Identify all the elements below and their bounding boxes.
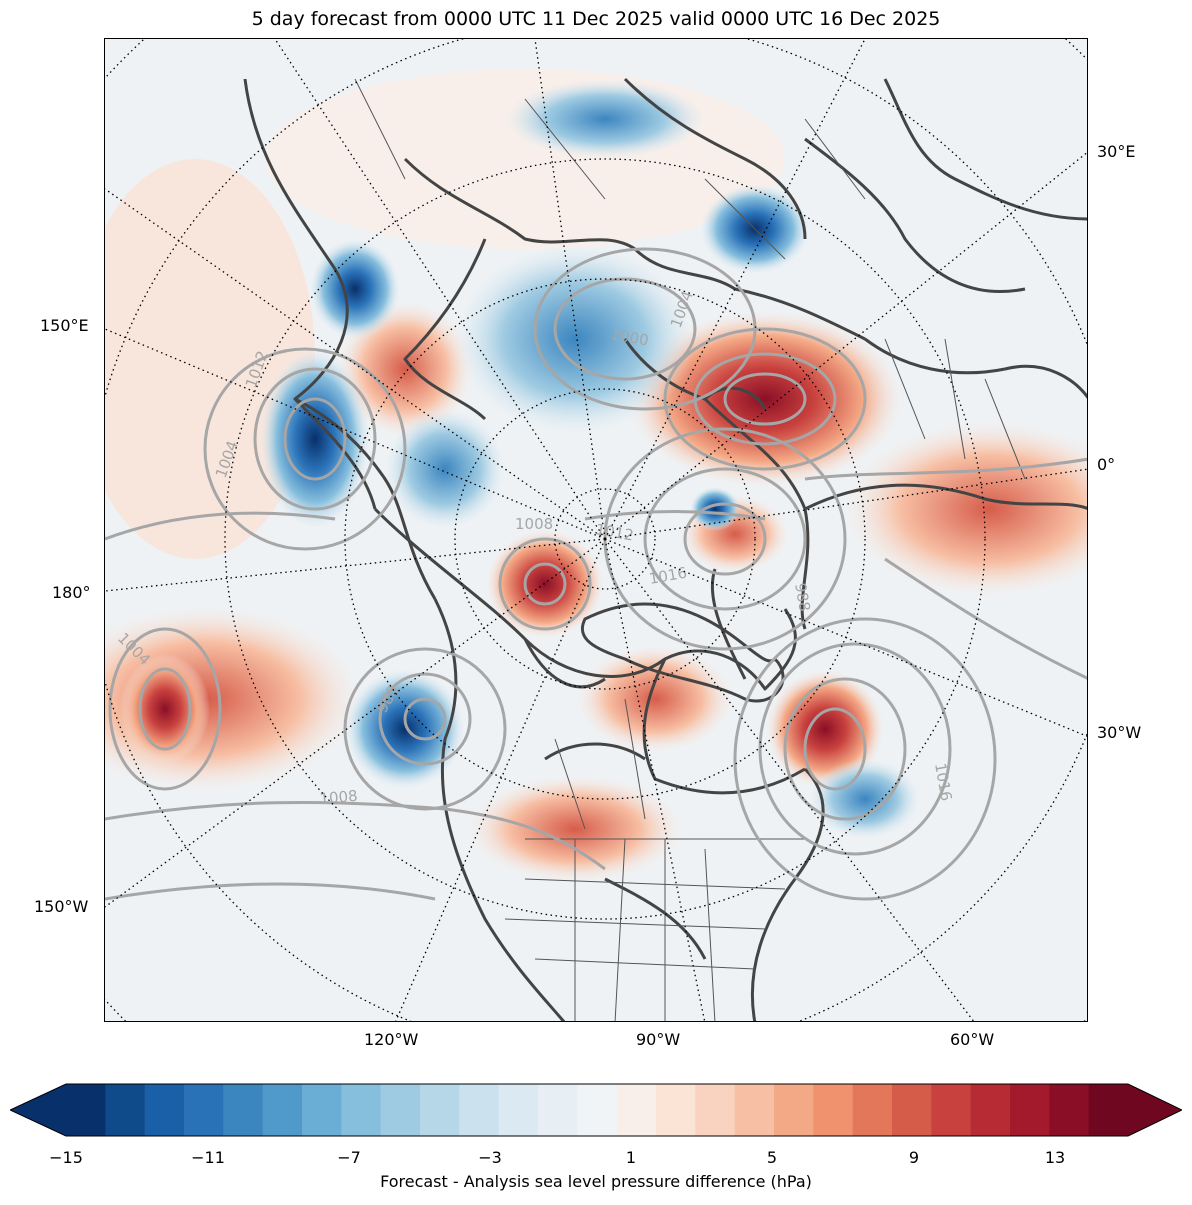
- colorbar-segment: [538, 1084, 578, 1136]
- lon-label-120w: 120°W: [364, 1030, 419, 1049]
- colorbar-svg: [8, 1083, 1184, 1137]
- map-panel: 1012 1004 988 1008 1000 1004 1016 988 10…: [104, 38, 1088, 1022]
- lon-label-150w: 150°W: [34, 897, 89, 916]
- colorbar-segment: [223, 1084, 264, 1136]
- colorbar-segment: [459, 1084, 500, 1136]
- colorbar-segment: [931, 1084, 972, 1136]
- lon-label-30e: 30°E: [1097, 142, 1136, 161]
- colorbar-segment: [1088, 1084, 1129, 1136]
- colorbar-segment: [105, 1084, 146, 1136]
- colorbar-over-triangle: [1128, 1084, 1182, 1136]
- colorbar-tick: 1: [625, 1148, 637, 1167]
- colorbar: [8, 1082, 1184, 1138]
- pressure-difference-field: [105, 69, 1087, 884]
- colorbar-segment: [695, 1084, 736, 1136]
- colorbar-segment: [341, 1084, 382, 1136]
- colorbar-segment: [380, 1084, 421, 1136]
- colorbar-segment: [616, 1084, 657, 1136]
- colorbar-segment: [852, 1084, 893, 1136]
- lon-label-0: 0°: [1097, 455, 1116, 474]
- colorbar-segment: [774, 1084, 814, 1136]
- contour-label: 1008: [515, 515, 553, 533]
- map-canvas: 1012 1004 988 1008 1000 1004 1016 988 10…: [105, 39, 1087, 1021]
- contour-label: 988: [791, 582, 814, 613]
- colorbar-ticks: −15 −11 −7 −3 1 5 9 13: [0, 1148, 1192, 1170]
- colorbar-segment: [498, 1084, 539, 1136]
- colorbar-segment: [656, 1084, 696, 1136]
- lon-label-150e: 150°E: [40, 316, 89, 335]
- colorbar-segment: [302, 1084, 342, 1136]
- colorbar-tick: 13: [1044, 1148, 1066, 1167]
- colorbar-segment: [184, 1084, 224, 1136]
- lon-label-60w: 60°W: [950, 1030, 995, 1049]
- colorbar-segment: [892, 1084, 932, 1136]
- colorbar-tick: −11: [191, 1148, 225, 1167]
- colorbar-tick: −15: [49, 1148, 83, 1167]
- lon-label-180: 180°: [52, 583, 91, 602]
- colorbar-segment: [420, 1084, 460, 1136]
- colorbar-under-triangle: [10, 1084, 66, 1136]
- lon-label-30w: 30°W: [1097, 723, 1142, 742]
- lon-label-90w: 90°W: [636, 1030, 681, 1049]
- isobar-contours: [105, 247, 1087, 901]
- colorbar-tick: −3: [478, 1148, 502, 1167]
- colorbar-segment: [1049, 1084, 1090, 1136]
- colorbar-label: Forecast - Analysis sea level pressure d…: [380, 1172, 812, 1191]
- colorbar-tick: 5: [766, 1148, 778, 1167]
- coastlines: [243, 77, 1087, 1021]
- colorbar-segment: [144, 1084, 185, 1136]
- colorbar-segment: [262, 1084, 303, 1136]
- colorbar-segment: [734, 1084, 775, 1136]
- colorbar-segment: [66, 1084, 106, 1136]
- colorbar-segment: [1010, 1084, 1050, 1136]
- graticule: [105, 39, 1087, 1021]
- colorbar-segment: [970, 1084, 1011, 1136]
- colorbar-tick: −7: [337, 1148, 361, 1167]
- figure-title: 5 day forecast from 0000 UTC 11 Dec 2025…: [251, 8, 941, 30]
- contour-label: 1008: [319, 787, 359, 808]
- colorbar-segment: [577, 1084, 618, 1136]
- colorbar-tick: 9: [908, 1148, 920, 1167]
- colorbar-segment: [813, 1084, 854, 1136]
